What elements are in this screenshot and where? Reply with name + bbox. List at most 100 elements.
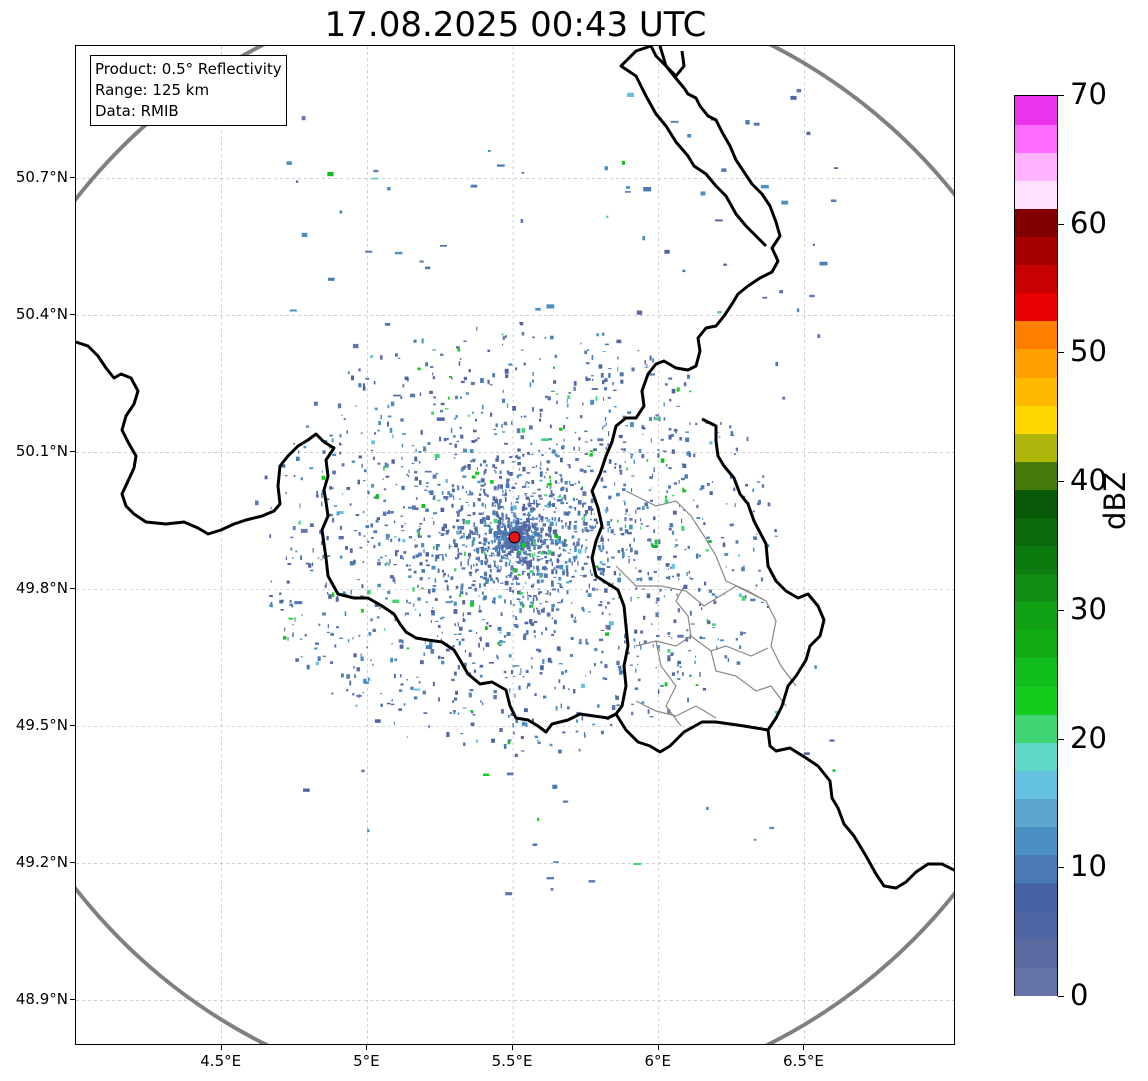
echo-pixel: [666, 490, 669, 494]
echo-pixel: [484, 482, 487, 486]
echo-pixel: [456, 639, 459, 641]
echo-pixel: [493, 518, 498, 524]
echo-pixel: [599, 443, 604, 446]
echo-pixel: [708, 539, 712, 543]
echo-pixel: [584, 350, 587, 354]
echo-pixel: [513, 519, 515, 524]
echo-pixel: [476, 326, 478, 331]
echo-pixel: [545, 551, 548, 555]
echo-pixel: [391, 699, 393, 702]
echo-pixel: [459, 396, 463, 399]
echo-pixel: [504, 561, 508, 567]
echo-pixel: [593, 518, 598, 522]
echo-pixel: [626, 467, 628, 471]
echo-pixel: [329, 513, 333, 517]
echo-pixel: [551, 580, 554, 586]
echo-pixel: [563, 549, 567, 552]
echo-pixel: [410, 393, 416, 398]
echo-pixel: [567, 552, 571, 554]
province-boundary-8: [635, 700, 717, 719]
echo-pixel: [568, 558, 572, 563]
echo-pixel: [314, 401, 318, 406]
echo-pixel: [432, 495, 436, 500]
echo-pixel: [269, 534, 272, 538]
echo-pixel: [608, 368, 612, 370]
echo-pixel: [465, 490, 467, 494]
echo-pixel: [530, 503, 534, 505]
echo-pixel: [607, 625, 611, 630]
echo-pixel: [545, 560, 549, 564]
echo-pixel: [460, 380, 465, 384]
echo-pixel: [473, 564, 475, 567]
echo-pixel: [525, 560, 529, 565]
echo-pixel: [521, 556, 523, 560]
echo-pixel: [612, 598, 615, 600]
echo-pixel: [474, 439, 478, 442]
echo-pixel: [502, 532, 506, 536]
echo-pixel: [544, 505, 550, 507]
echo-pixel: [657, 689, 660, 694]
colorbar-segment: [1015, 124, 1057, 153]
echo-pixel: [519, 556, 521, 561]
echo-pixel: [587, 593, 592, 597]
echo-pixel: [530, 601, 534, 604]
echo-pixel: [734, 452, 736, 456]
echo-pixel: [512, 406, 516, 411]
echo-pixel: [546, 460, 550, 464]
echo-pixel: [505, 575, 508, 579]
echo-pixel: [583, 514, 587, 517]
echo-pixel: [327, 171, 334, 177]
echo-pixel: [392, 577, 396, 582]
echo-pixel: [550, 493, 555, 497]
echo-pixel: [633, 559, 636, 561]
echo-pixel: [539, 539, 543, 543]
echo-pixel: [340, 444, 343, 445]
echo-pixel: [526, 520, 531, 523]
lat-tick-label: 50.1°N: [15, 442, 68, 461]
echo-pixel: [301, 232, 308, 238]
echo-pixel: [624, 513, 627, 515]
echo-pixel: [554, 471, 558, 474]
echo-pixel: [519, 601, 523, 606]
echo-pixel: [521, 524, 524, 527]
echo-pixel: [712, 627, 715, 628]
echo-pixel: [608, 621, 614, 626]
echo-pixel: [641, 454, 645, 459]
echo-pixel: [546, 304, 555, 309]
echo-pixel: [360, 608, 364, 613]
echo-pixel: [517, 590, 521, 595]
colorbar-tick: [1058, 223, 1064, 225]
echo-pixel: [528, 564, 530, 567]
lon-tick: [366, 1045, 368, 1050]
echo-pixel: [526, 540, 529, 543]
echo-pixel: [485, 595, 487, 597]
echo-pixel: [640, 577, 643, 582]
echo-pixel: [774, 710, 779, 714]
echo-pixel: [653, 570, 657, 573]
echo-pixel: [557, 554, 561, 558]
echo-pixel: [479, 583, 481, 588]
echo-pixel: [634, 629, 638, 634]
echo-pixel: [563, 511, 567, 516]
echo-pixel: [445, 601, 452, 604]
colorbar-segment: [1015, 629, 1057, 659]
echo-pixel: [536, 504, 538, 509]
echo-pixel: [510, 506, 513, 511]
echo-pixel: [506, 772, 514, 776]
radar-map[interactable]: [75, 45, 955, 1045]
echo-pixel: [510, 501, 512, 506]
echo-pixel: [404, 522, 406, 525]
echo-pixel: [349, 548, 353, 553]
echo-pixel: [459, 593, 462, 597]
echo-pixel: [500, 544, 505, 548]
echo-pixel: [591, 375, 594, 377]
echo-pixel: [526, 472, 531, 474]
echo-pixel: [527, 524, 529, 526]
echo-pixel: [459, 498, 461, 500]
echo-pixel: [554, 534, 559, 538]
echo-pixel: [543, 539, 548, 541]
echo-pixel: [631, 367, 635, 372]
echo-pixel: [542, 541, 545, 544]
echo-pixel: [290, 547, 293, 551]
echo-pixel: [497, 541, 500, 547]
